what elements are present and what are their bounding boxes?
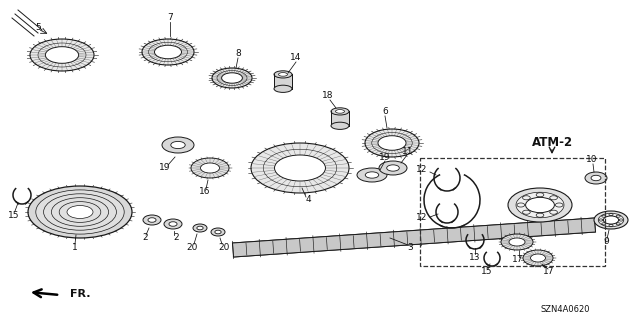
- Ellipse shape: [51, 198, 109, 226]
- Ellipse shape: [197, 226, 203, 230]
- Text: 12: 12: [416, 166, 428, 174]
- Ellipse shape: [67, 205, 93, 219]
- Text: 9: 9: [603, 238, 609, 247]
- Ellipse shape: [516, 192, 564, 218]
- Ellipse shape: [221, 73, 243, 83]
- Ellipse shape: [335, 110, 344, 113]
- Ellipse shape: [387, 165, 399, 171]
- Ellipse shape: [274, 71, 292, 78]
- FancyBboxPatch shape: [274, 74, 292, 89]
- Ellipse shape: [378, 136, 406, 150]
- Text: 3: 3: [407, 243, 413, 253]
- Ellipse shape: [45, 47, 79, 63]
- Ellipse shape: [525, 197, 554, 213]
- Text: 20: 20: [218, 242, 230, 251]
- Ellipse shape: [211, 228, 225, 236]
- Text: 15: 15: [8, 211, 20, 219]
- Text: 12: 12: [416, 213, 428, 222]
- Ellipse shape: [142, 39, 194, 65]
- Ellipse shape: [251, 143, 349, 193]
- Text: 14: 14: [291, 54, 301, 63]
- Text: FR.: FR.: [70, 289, 90, 299]
- Ellipse shape: [154, 45, 182, 59]
- Ellipse shape: [508, 188, 572, 222]
- Ellipse shape: [275, 155, 326, 181]
- Ellipse shape: [44, 194, 116, 230]
- Text: 1: 1: [72, 243, 78, 253]
- Ellipse shape: [36, 190, 124, 234]
- Text: 19: 19: [380, 152, 391, 161]
- Ellipse shape: [28, 186, 132, 238]
- Ellipse shape: [331, 108, 349, 115]
- Bar: [420, 158, 605, 266]
- Ellipse shape: [365, 172, 379, 178]
- Ellipse shape: [585, 172, 607, 184]
- Ellipse shape: [501, 234, 533, 250]
- Ellipse shape: [169, 222, 177, 226]
- Ellipse shape: [193, 224, 207, 232]
- Text: SZN4A0620: SZN4A0620: [540, 306, 589, 315]
- Ellipse shape: [509, 238, 525, 246]
- Ellipse shape: [162, 137, 194, 153]
- Ellipse shape: [379, 161, 407, 175]
- Ellipse shape: [30, 39, 94, 71]
- Ellipse shape: [212, 68, 252, 88]
- Ellipse shape: [523, 250, 553, 266]
- Text: 5: 5: [35, 24, 41, 33]
- Text: ATM-2: ATM-2: [531, 137, 573, 150]
- Ellipse shape: [598, 213, 624, 227]
- Ellipse shape: [594, 211, 628, 229]
- Ellipse shape: [171, 141, 185, 149]
- Polygon shape: [232, 218, 595, 257]
- Ellipse shape: [331, 122, 349, 130]
- Ellipse shape: [591, 175, 601, 181]
- Ellipse shape: [164, 219, 182, 229]
- Text: 10: 10: [586, 155, 598, 165]
- Ellipse shape: [59, 202, 101, 222]
- Ellipse shape: [191, 158, 229, 178]
- Ellipse shape: [200, 163, 220, 173]
- Text: 15: 15: [481, 268, 493, 277]
- Text: 17: 17: [543, 268, 555, 277]
- Text: 16: 16: [199, 188, 211, 197]
- Ellipse shape: [148, 218, 156, 222]
- Text: 2: 2: [173, 234, 179, 242]
- Text: 4: 4: [305, 196, 311, 204]
- Ellipse shape: [143, 215, 161, 225]
- Ellipse shape: [274, 85, 292, 93]
- Text: 7: 7: [167, 13, 173, 23]
- Text: 11: 11: [403, 147, 413, 157]
- Text: 6: 6: [382, 108, 388, 116]
- Text: 18: 18: [323, 92, 333, 100]
- Text: 20: 20: [186, 242, 198, 251]
- Ellipse shape: [278, 73, 287, 76]
- Text: 17: 17: [512, 256, 524, 264]
- Ellipse shape: [215, 230, 221, 234]
- Ellipse shape: [365, 129, 419, 157]
- Text: 2: 2: [142, 234, 148, 242]
- Ellipse shape: [357, 168, 387, 182]
- Text: 13: 13: [469, 253, 481, 262]
- Text: 8: 8: [235, 49, 241, 58]
- Ellipse shape: [604, 216, 619, 224]
- Text: 19: 19: [159, 164, 171, 173]
- Ellipse shape: [531, 254, 545, 262]
- FancyBboxPatch shape: [331, 111, 349, 126]
